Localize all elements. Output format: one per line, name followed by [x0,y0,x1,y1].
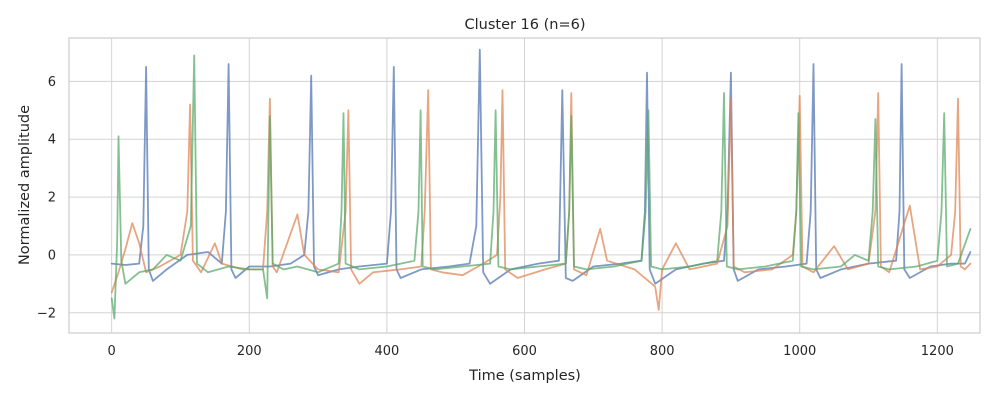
series-layer [110,48,972,320]
grid [69,38,980,333]
x-axis-ticks: 0 200 400 600 800 1000 1200 [108,344,954,359]
plot-frame [68,37,981,334]
y-axis-label: Normalized amplitude [17,105,33,265]
series-line-1 [110,48,972,285]
x-tick-label: 1000 [783,344,816,359]
y-tick-label: −2 [37,306,56,321]
y-tick-label: 2 [48,191,56,206]
x-tick-label: 200 [237,344,262,359]
x-axis-label: Time (samples) [468,368,581,384]
y-tick-label: 6 [48,75,56,90]
x-tick-label: 0 [108,344,116,359]
y-tick-label: 4 [48,133,56,148]
series-line-2 [110,89,972,311]
y-axis-ticks: −2 0 2 4 6 [37,75,56,321]
x-tick-label: 600 [512,344,537,359]
series-line-3 [110,54,972,320]
chart-title: Cluster 16 (n=6) [464,17,585,33]
x-tick-label: 800 [650,344,675,359]
x-tick-label: 1200 [921,344,954,359]
y-tick-label: 0 [48,248,56,263]
x-tick-label: 400 [374,344,399,359]
